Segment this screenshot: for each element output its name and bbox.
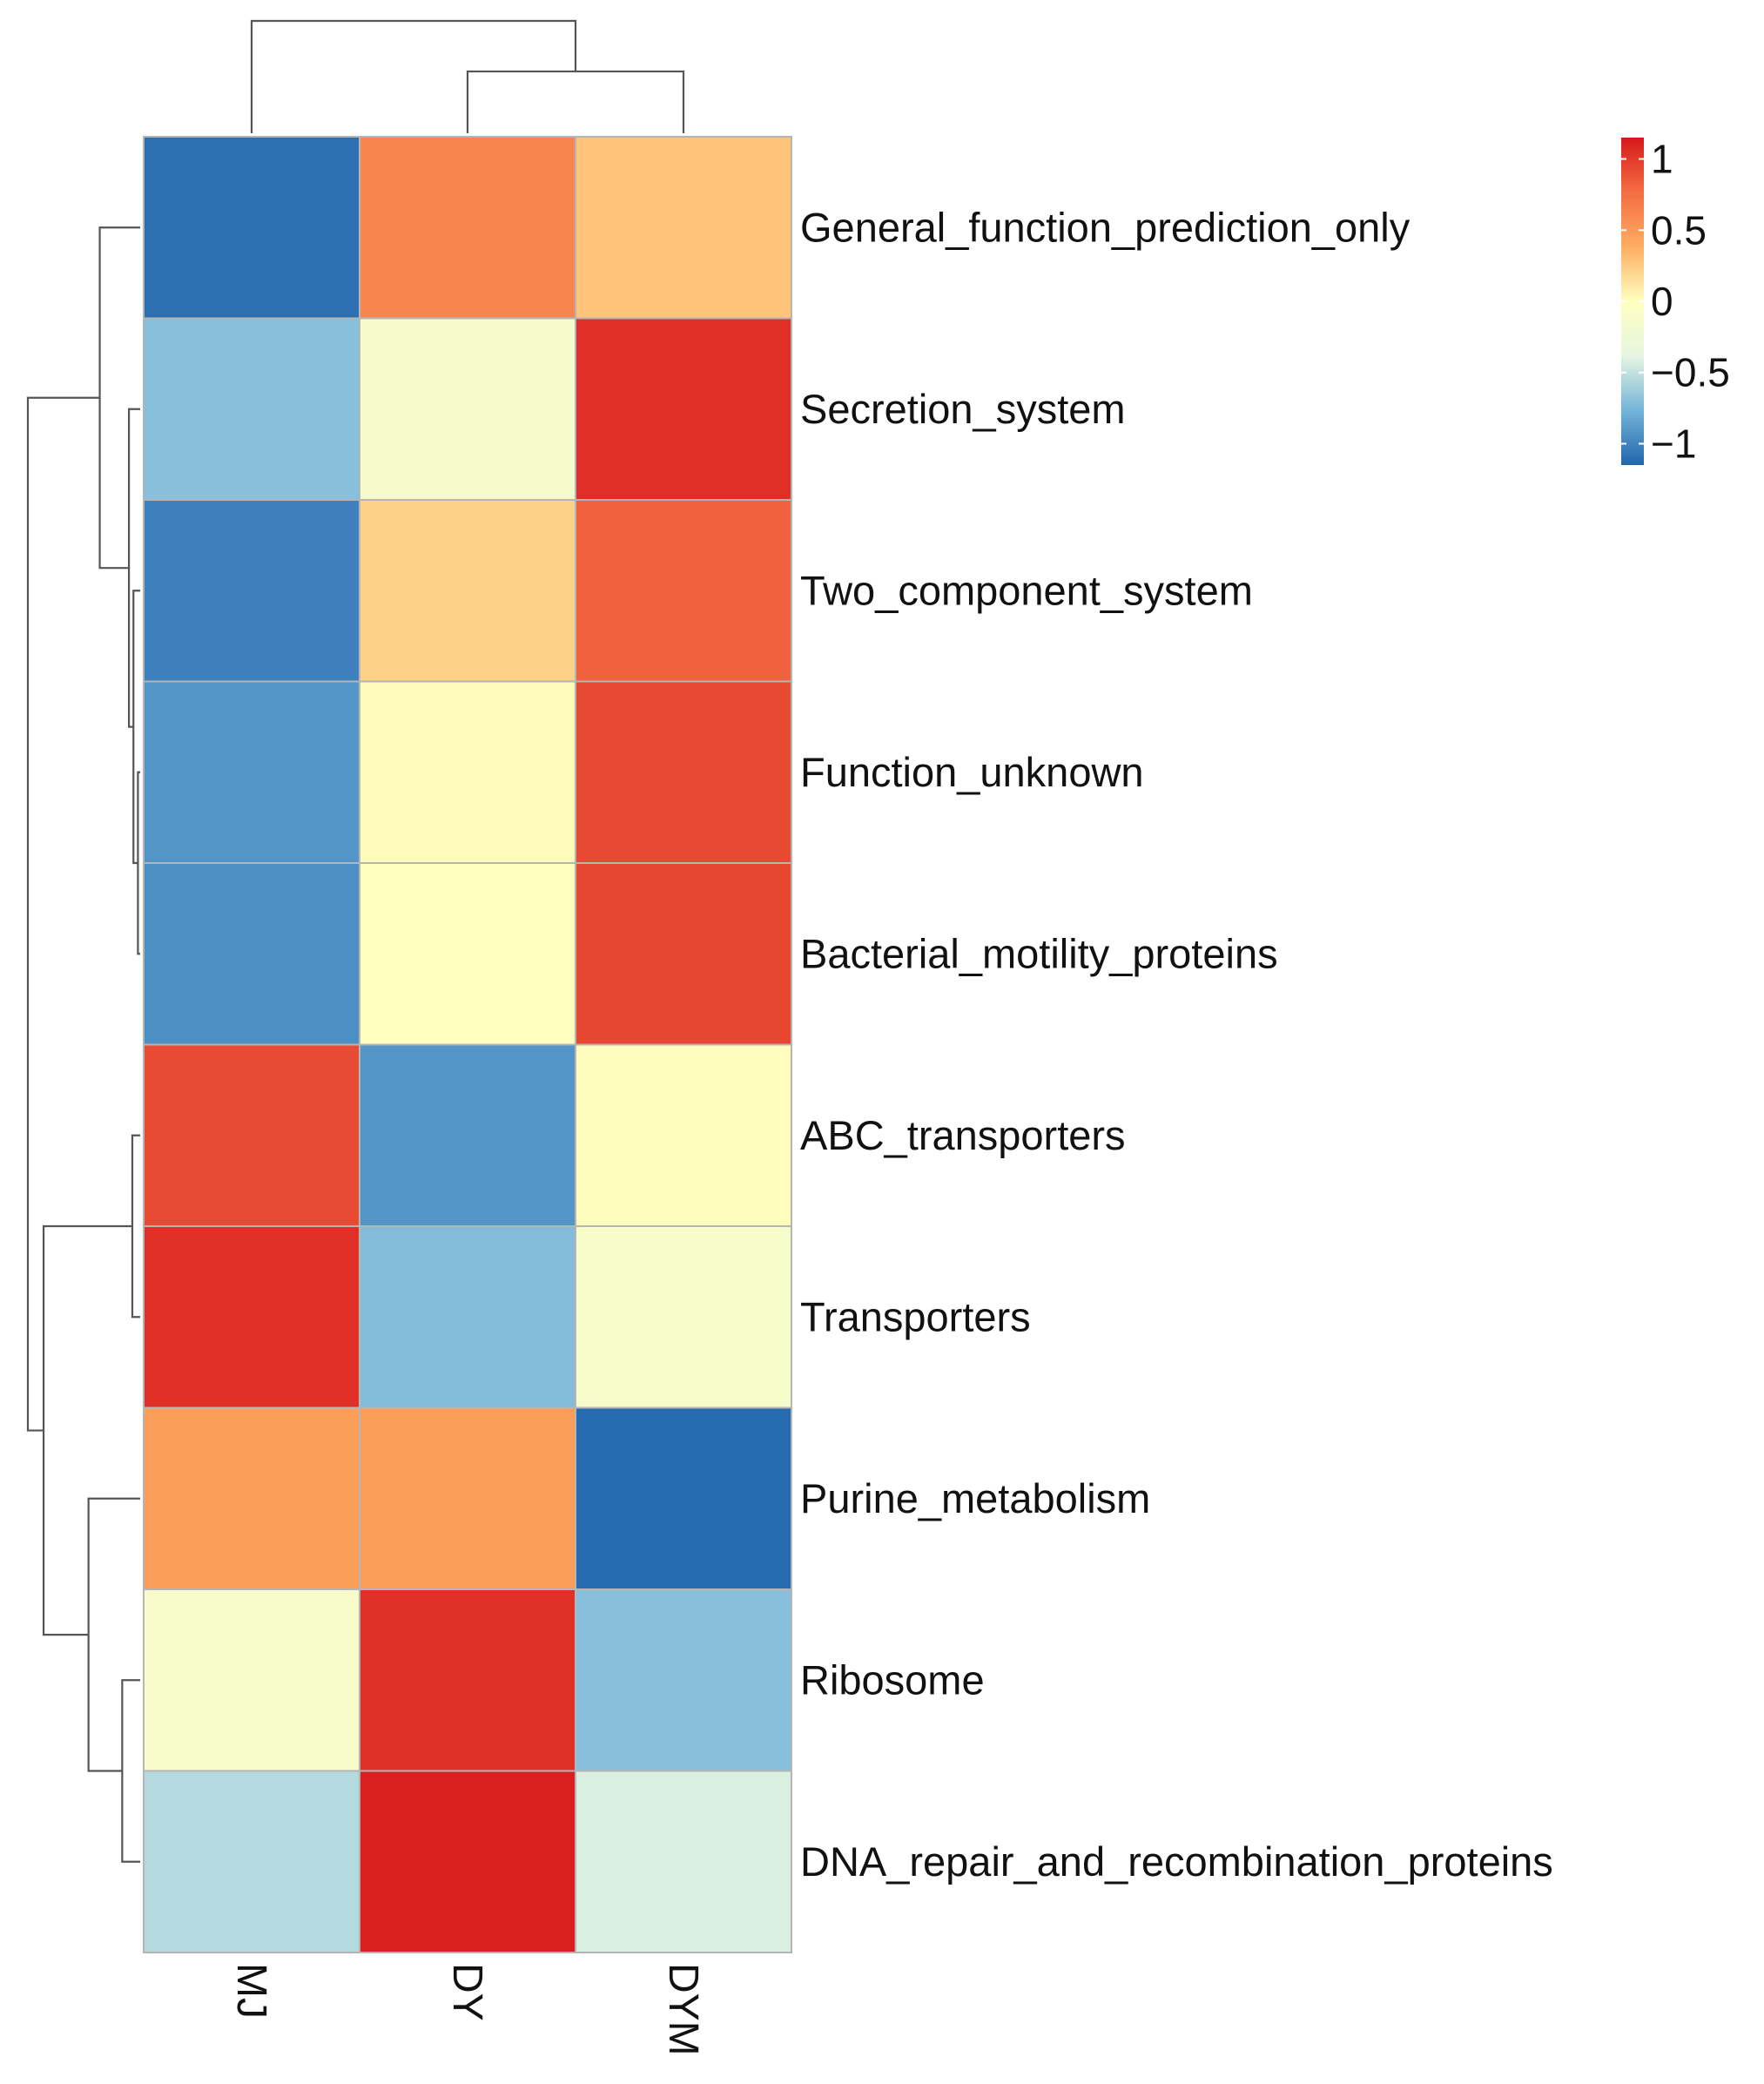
heatmap-cell-abc_transporters-dy — [359, 1043, 576, 1227]
row-labels: General_function_prediction_only Secretio… — [800, 204, 1553, 1885]
heatmap-cell-dna_repair_and_recombination_proteins-dym — [575, 1770, 792, 1953]
row-dendrogram-branch — [131, 1134, 140, 1319]
heatmap-cell-function_unknown-mj — [143, 680, 360, 864]
heatmap-cell-purine_metabolism-dym — [575, 1406, 792, 1590]
heatmap-cell-general_function_prediction_only-dym — [575, 136, 792, 320]
heatmap-cell-general_function_prediction_only-dy — [359, 136, 576, 320]
row-label: Bacterial_motility_proteins — [800, 930, 1278, 976]
row-label: Function_unknown — [800, 749, 1144, 795]
heatmap-cell-secretion_system-dy — [359, 317, 576, 501]
heatmap-cell-two_component_system-dy — [359, 499, 576, 683]
color-legend: 1 0.5 0 −0.5 −1 — [1621, 137, 1730, 466]
color-legend-label: 0 — [1651, 279, 1673, 324]
row-label: Secretion_system — [800, 386, 1126, 432]
heatmap-cell-bacterial_motility_proteins-dym — [575, 862, 792, 1046]
row-dendrogram-branch — [26, 396, 100, 1432]
heatmap-cell-purine_metabolism-mj — [143, 1406, 360, 1590]
column-label: MJ — [228, 1963, 274, 2019]
column-label: DY — [444, 1963, 490, 2021]
heatmap-cell-ribosome-dy — [359, 1588, 576, 1772]
heatmap-cell-two_component_system-mj — [143, 499, 360, 683]
heatmap-cell-purine_metabolism-dy — [359, 1406, 576, 1590]
row-dendrogram-branch — [132, 590, 140, 865]
column-dendrogram-branch — [466, 70, 685, 133]
color-legend-label: 1 — [1651, 137, 1673, 182]
heatmap-cell-transporters-mj — [143, 1225, 360, 1409]
heatmap-cell-ribosome-mj — [143, 1588, 360, 1772]
heatmap-cell-dna_repair_and_recombination_proteins-dy — [359, 1770, 576, 1953]
row-dendrogram-branch — [128, 408, 140, 728]
row-dendrogram-branch — [87, 1497, 140, 1772]
heatmap-cell-general_function_prediction_only-mj — [143, 136, 360, 320]
column-labels: MJ DY DYM — [228, 1963, 706, 2056]
column-dendrogram-branch — [250, 19, 577, 133]
row-label: DNA_repair_and_recombination_proteins — [800, 1838, 1553, 1885]
heatmap-cell-abc_transporters-mj — [143, 1043, 360, 1227]
heatmap-cell-dna_repair_and_recombination_proteins-mj — [143, 1770, 360, 1953]
color-legend-label: −0.5 — [1651, 350, 1730, 395]
column-dendrogram — [250, 19, 685, 133]
row-label: Two_component_system — [800, 567, 1253, 613]
heatmap-cell-bacterial_motility_proteins-dy — [359, 862, 576, 1046]
color-legend-label: −1 — [1651, 421, 1696, 466]
heatmap-cells — [143, 136, 792, 1953]
row-dendrogram-branch — [137, 771, 140, 955]
row-label: Ribosome — [800, 1656, 985, 1703]
row-label: ABC_transporters — [800, 1112, 1126, 1158]
heatmap-cell-ribosome-dym — [575, 1588, 792, 1772]
row-label: Purine_metabolism — [800, 1475, 1150, 1521]
color-legend-label: 0.5 — [1651, 207, 1707, 253]
row-dendrogram — [26, 226, 140, 1863]
row-label: Transporters — [800, 1293, 1031, 1339]
heatmap-cell-bacterial_motility_proteins-mj — [143, 862, 360, 1046]
heatmap-cell-transporters-dym — [575, 1225, 792, 1409]
column-label: DYM — [660, 1963, 706, 2056]
heatmap-cell-transporters-dy — [359, 1225, 576, 1409]
row-label: General_function_prediction_only — [800, 204, 1411, 250]
heatmap-cell-function_unknown-dy — [359, 680, 576, 864]
row-dendrogram-branch — [121, 1679, 140, 1863]
heatmap-cell-function_unknown-dym — [575, 680, 792, 864]
heatmap-cell-abc_transporters-dym — [575, 1043, 792, 1227]
heatmap-cell-two_component_system-dym — [575, 499, 792, 683]
heatmap-cell-secretion_system-mj — [143, 317, 360, 501]
heatmap-cell-secretion_system-dym — [575, 317, 792, 501]
row-dendrogram-branch — [98, 226, 140, 570]
